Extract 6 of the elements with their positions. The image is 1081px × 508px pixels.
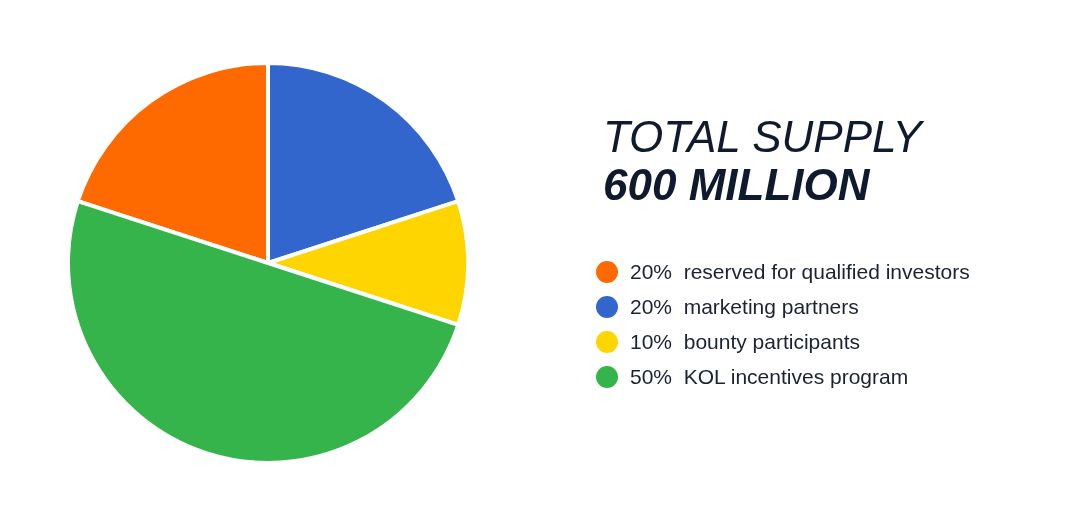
legend-label: 20% marketing partners bbox=[630, 295, 859, 318]
legend-label: 20% reserved for qualified investors bbox=[630, 260, 970, 283]
legend-label: 10% bounty participants bbox=[630, 330, 860, 353]
text: 600 MILLION bbox=[603, 160, 872, 209]
legend-label: 50% KOL incentives program bbox=[630, 365, 909, 388]
text: TOTAL SUPPLY bbox=[603, 112, 922, 161]
